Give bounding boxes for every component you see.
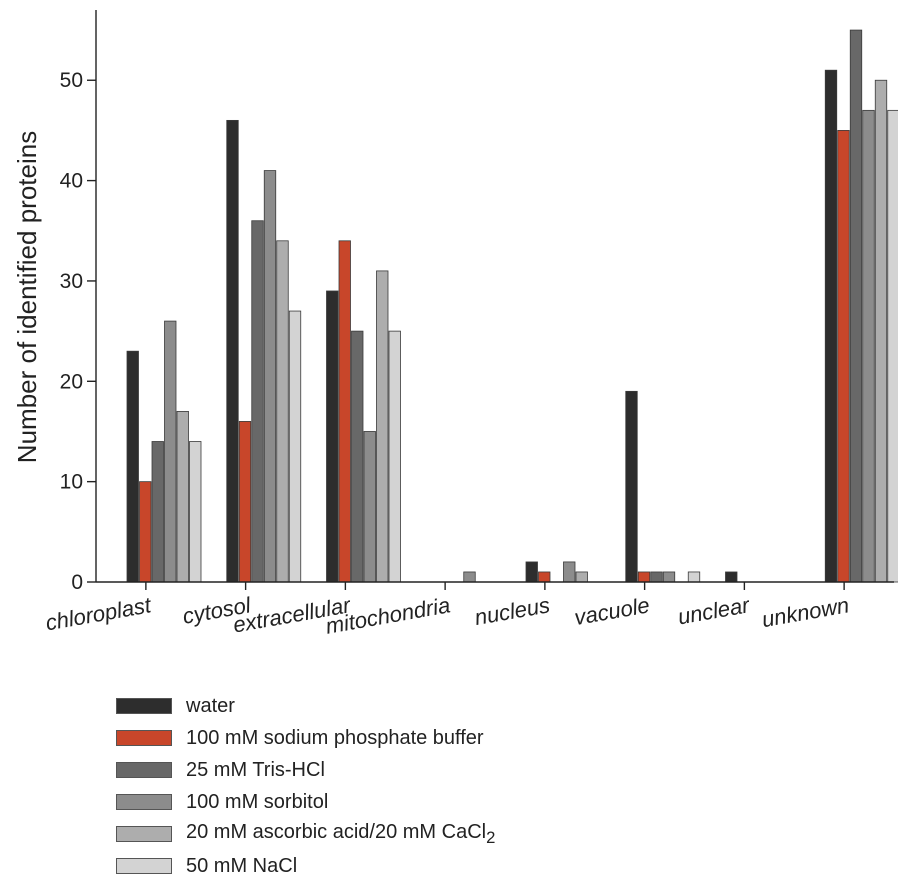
x-tick-label: unknown	[760, 592, 851, 632]
bar	[825, 70, 837, 582]
bar	[863, 110, 875, 582]
bar	[389, 331, 401, 582]
bar	[663, 572, 675, 582]
bar	[264, 171, 276, 582]
y-tick-label: 10	[60, 471, 83, 494]
legend-swatch	[116, 794, 172, 810]
bar	[364, 431, 376, 582]
legend-item: 100 mM sorbitol	[116, 786, 495, 818]
legend-swatch	[116, 762, 172, 778]
legend-swatch	[116, 826, 172, 842]
legend-item: water	[116, 690, 495, 722]
bar	[165, 321, 177, 582]
bar	[152, 442, 164, 582]
legend-item: 20 mM ascorbic acid/20 mM CaCl2	[116, 818, 495, 850]
x-tick-label: nucleus	[473, 592, 552, 630]
bar	[726, 572, 738, 582]
y-tick-label: 20	[60, 370, 83, 393]
legend-label-subscript: 2	[486, 828, 495, 847]
bar	[252, 221, 264, 582]
legend-swatch	[116, 698, 172, 714]
x-tick-label: vacuole	[572, 592, 651, 630]
bar	[651, 572, 663, 582]
bar	[638, 572, 650, 582]
legend-item: 50 mM NaCl	[116, 850, 495, 882]
bar	[850, 30, 862, 582]
legend-item: 100 mM sodium phosphate buffer	[116, 722, 495, 754]
bar	[190, 442, 202, 582]
bar	[289, 311, 301, 582]
y-axis-label: Number of identified proteins	[12, 131, 42, 463]
bars-group	[127, 30, 898, 582]
bar	[838, 130, 850, 582]
bar	[227, 120, 239, 582]
y-tick-label: 40	[60, 170, 83, 193]
x-tick-label: unclear	[676, 592, 753, 629]
y-tick-label: 0	[71, 571, 83, 594]
bar	[875, 80, 887, 582]
x-tick-label: chloroplast	[44, 592, 154, 635]
legend-swatch	[116, 858, 172, 874]
bar	[140, 482, 152, 582]
legend-label: 50 mM NaCl	[186, 855, 297, 878]
bar	[576, 572, 588, 582]
bar	[564, 562, 576, 582]
bar	[888, 110, 898, 582]
bar	[177, 411, 189, 582]
y-tick-label: 50	[60, 69, 83, 92]
bar	[539, 572, 551, 582]
legend-label: 25 mM Tris-HCl	[186, 759, 325, 782]
y-tick-label: 30	[60, 270, 83, 293]
bar	[339, 241, 351, 582]
bar	[626, 391, 638, 582]
bar	[239, 421, 251, 582]
bar	[127, 351, 139, 582]
bar	[327, 291, 339, 582]
legend-label: 100 mM sorbitol	[186, 791, 328, 814]
legend-label: 100 mM sodium phosphate buffer	[186, 727, 484, 750]
bar	[526, 562, 538, 582]
bar	[377, 271, 389, 582]
bar	[464, 572, 476, 582]
legend-item: 25 mM Tris-HCl	[116, 754, 495, 786]
legend-label: 20 mM ascorbic acid/20 mM CaCl2	[186, 821, 495, 848]
legend: water 100 mM sodium phosphate buffer 25 mM…	[116, 690, 495, 882]
bar	[688, 572, 700, 582]
legend-swatch	[116, 730, 172, 746]
bar	[277, 241, 289, 582]
bar	[352, 331, 364, 582]
legend-label: water	[186, 695, 235, 718]
